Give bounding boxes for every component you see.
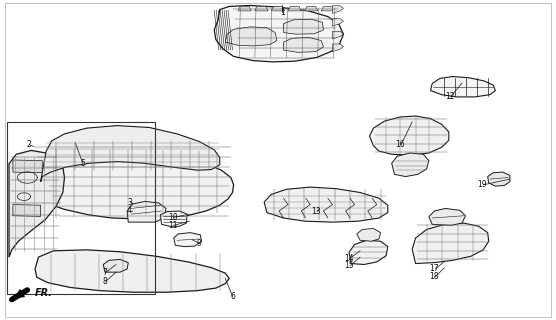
Polygon shape (288, 6, 301, 11)
Polygon shape (430, 76, 495, 97)
Polygon shape (161, 211, 187, 226)
Polygon shape (214, 5, 344, 62)
Text: 19: 19 (477, 180, 487, 189)
Text: 18: 18 (430, 272, 439, 281)
Text: 13: 13 (311, 207, 320, 216)
Text: 7: 7 (102, 268, 107, 277)
Text: 14: 14 (344, 254, 354, 263)
Polygon shape (173, 233, 201, 247)
Polygon shape (284, 37, 324, 52)
Polygon shape (370, 116, 449, 155)
Text: 12: 12 (445, 92, 455, 101)
Text: 11: 11 (168, 221, 177, 230)
Polygon shape (332, 19, 344, 26)
Text: 5: 5 (80, 159, 85, 168)
Text: 3: 3 (127, 197, 132, 206)
Polygon shape (271, 6, 285, 11)
Polygon shape (349, 240, 388, 265)
Polygon shape (284, 19, 324, 34)
Text: 1: 1 (280, 8, 285, 17)
Text: 17: 17 (430, 264, 439, 274)
Text: 16: 16 (395, 140, 405, 149)
Text: FR.: FR. (35, 288, 53, 298)
Text: 15: 15 (344, 261, 354, 270)
Polygon shape (13, 204, 41, 216)
Polygon shape (13, 160, 42, 173)
Polygon shape (357, 228, 381, 241)
Polygon shape (412, 223, 489, 264)
Polygon shape (31, 145, 234, 219)
Text: 9: 9 (197, 239, 202, 248)
Polygon shape (488, 172, 510, 186)
Polygon shape (264, 187, 388, 222)
Polygon shape (35, 250, 229, 292)
Polygon shape (321, 6, 335, 11)
Polygon shape (332, 6, 344, 13)
Polygon shape (103, 260, 128, 272)
Polygon shape (391, 153, 429, 177)
Polygon shape (41, 125, 220, 182)
Polygon shape (332, 44, 344, 52)
Polygon shape (127, 201, 166, 222)
Text: 6: 6 (230, 292, 235, 301)
Polygon shape (238, 6, 251, 11)
Polygon shape (305, 6, 318, 11)
Text: 4: 4 (127, 206, 132, 215)
Polygon shape (255, 6, 268, 11)
Text: 2: 2 (26, 140, 31, 149)
Polygon shape (332, 31, 344, 39)
Polygon shape (429, 208, 465, 225)
Text: 8: 8 (103, 276, 107, 285)
Text: 10: 10 (168, 213, 177, 222)
Polygon shape (225, 27, 277, 46)
Polygon shape (9, 150, 64, 257)
